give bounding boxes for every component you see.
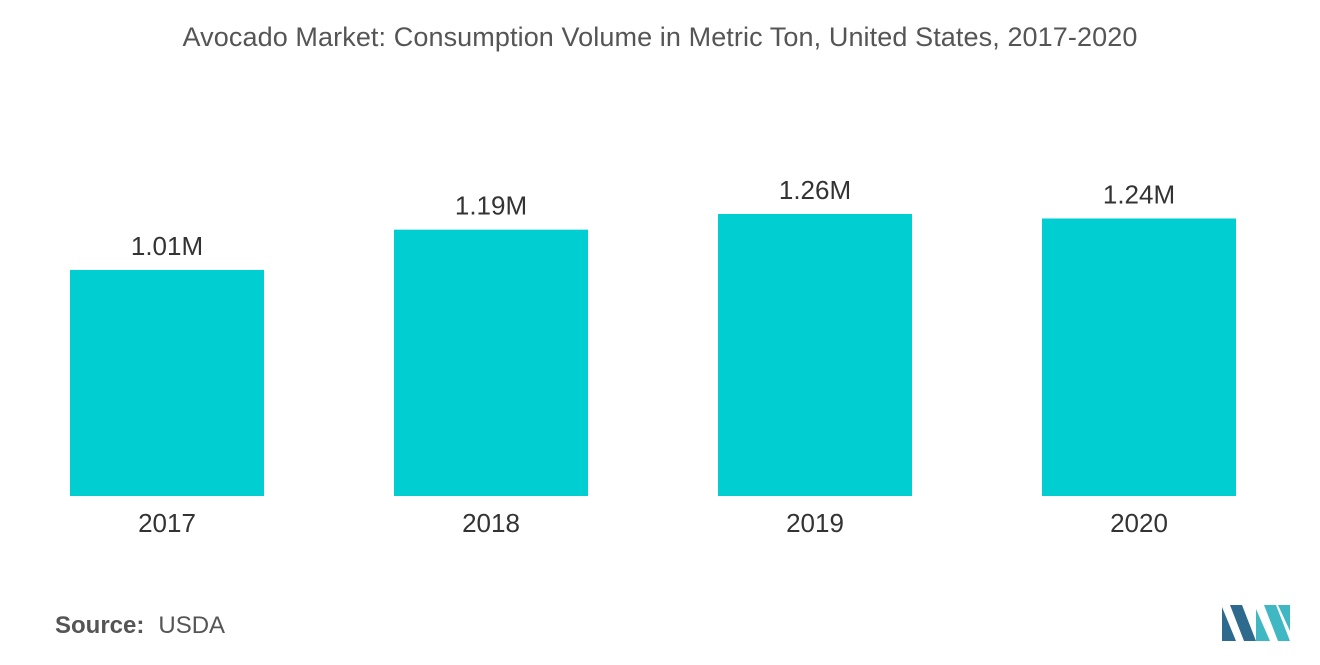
bar-2017 bbox=[70, 269, 264, 496]
x-tick-label-2018: 2018 bbox=[462, 508, 520, 538]
x-tick-label-2019: 2019 bbox=[786, 508, 844, 538]
bar-2019 bbox=[718, 214, 912, 496]
bar-2018 bbox=[394, 229, 588, 496]
mordor-logo-icon bbox=[1222, 605, 1290, 641]
x-tick-label-2017: 2017 bbox=[138, 508, 196, 538]
source-value: USDA bbox=[158, 612, 226, 639]
chart-title: Avocado Market: Consumption Volume in Me… bbox=[182, 22, 1138, 52]
x-tick-labels-group: 2017 2018 2019 2020 bbox=[138, 508, 1168, 538]
source-note: Source: USDA bbox=[55, 612, 225, 640]
value-label-2020: 1.24M bbox=[1103, 179, 1175, 209]
value-label-2017: 1.01M bbox=[131, 231, 203, 261]
source-label: Source: bbox=[55, 612, 145, 639]
x-tick-label-2020: 2020 bbox=[1110, 508, 1168, 538]
bars-group bbox=[70, 214, 1236, 496]
bar-2020 bbox=[1042, 218, 1236, 496]
value-label-2018: 1.19M bbox=[455, 191, 527, 221]
value-labels-group: 1.01M 1.19M 1.26M 1.24M bbox=[131, 175, 1175, 261]
value-label-2019: 1.26M bbox=[779, 175, 851, 205]
bar-chart: 1.01M 1.19M 1.26M 1.24M 2017 2018 2019 2020 bbox=[70, 175, 1236, 538]
